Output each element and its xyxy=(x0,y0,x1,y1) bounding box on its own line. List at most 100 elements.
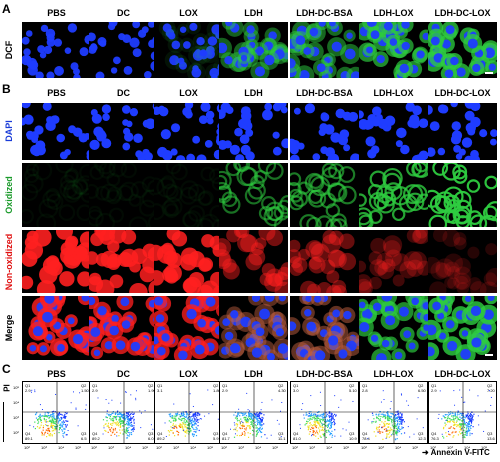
flow-quadrant-label: Q1 xyxy=(431,383,437,388)
flow-quadrant-value: 78.4 xyxy=(362,436,370,441)
flow-x-tick: 10⁴ xyxy=(395,445,402,450)
oxidized-tile-5 xyxy=(290,163,359,227)
flow-quadrant-label: Q2 xyxy=(349,383,355,388)
flow-x-tick: 10⁵ xyxy=(481,445,488,450)
non-oxidized-tile-3 xyxy=(154,230,223,293)
flow-quadrant-value: 89.1 xyxy=(25,436,33,441)
scale-bar xyxy=(485,72,493,74)
flow-x-tick: 10³ xyxy=(238,445,244,450)
dapi-tile-2 xyxy=(89,103,158,160)
flow-x-tick: 10⁵ xyxy=(142,445,149,450)
flow-quadrant-value: 1.50 xyxy=(81,388,89,393)
flow-y-tick: 10⁵ xyxy=(13,385,20,390)
non-oxidized-tile-6 xyxy=(359,230,428,293)
flow-y-arrow-icon xyxy=(3,402,4,442)
flow-quadrant-label: Q3 xyxy=(148,431,154,436)
merge-tile-1 xyxy=(22,296,91,360)
flow-x-tick: 10⁵ xyxy=(412,445,419,450)
flow-x-tick: 10² xyxy=(292,445,298,450)
flow-quadrant-label: Q4 xyxy=(157,431,163,436)
oxidized-tile-7 xyxy=(428,163,497,227)
flow-quadrant-label: Q1 xyxy=(25,383,31,388)
panel-b-header-5: LDH-DC-BSA xyxy=(296,88,353,98)
flow-quadrant-value: 12.3 xyxy=(418,436,426,441)
flow-quadrant-value: 89.2 xyxy=(92,436,100,441)
flow-x-tick: 10² xyxy=(361,445,367,450)
panel-b-header-4: LDH xyxy=(244,88,263,98)
flow-quadrant-value: 2.9 xyxy=(431,388,437,393)
row-label-non-oxidized: Non-oxidized xyxy=(4,233,14,291)
flow-x-tick: 10⁴ xyxy=(464,445,471,450)
flow-quadrant-label: Q1 xyxy=(157,383,163,388)
flow-quadrant-label: Q2 xyxy=(278,383,284,388)
panel-b-letter: B xyxy=(2,82,11,96)
flow-x-tick: 10³ xyxy=(309,445,315,450)
flow-quadrant-label: Q3 xyxy=(278,431,284,436)
panel-c-header-6: LDH-LOX xyxy=(373,369,414,379)
dcf-tile-6 xyxy=(359,22,428,78)
flow-y-axis-label: PI xyxy=(2,384,12,392)
merge-tile-2 xyxy=(89,296,158,360)
panel-a-header-1: PBS xyxy=(47,8,66,18)
flow-quadrant-label: Q4 xyxy=(25,431,31,436)
flow-quadrant-label: Q2 xyxy=(81,383,87,388)
flow-x-tick: 10² xyxy=(91,445,97,450)
panel-a-header-3: LOX xyxy=(179,8,198,18)
merge-tile-6 xyxy=(359,296,428,360)
flow-y-tick: 10³ xyxy=(13,415,19,420)
panel-c-header-5: LDH-DC-BSA xyxy=(296,369,353,379)
panel-c-header-2: DC xyxy=(117,369,130,379)
flow-quadrant-label: Q3 xyxy=(349,431,355,436)
panel-c-header-7: LDH-DC-LOX xyxy=(434,369,491,379)
flow-quadrant-value: 3.0 xyxy=(293,388,299,393)
panel-b-header-2: DC xyxy=(117,88,130,98)
flow-x-tick: 10⁴ xyxy=(326,445,333,450)
panel-a-header-6: LDH-LOX xyxy=(373,8,414,18)
flow-x-tick: 10⁴ xyxy=(190,445,197,450)
flow-x-tick: 10³ xyxy=(108,445,114,450)
dcf-tile-7 xyxy=(428,22,497,78)
flow-quadrant-label: Q1 xyxy=(362,383,368,388)
panel-c-header-4: LDH xyxy=(244,369,263,379)
panel-a-header-7: LDH-DC-LOX xyxy=(434,8,491,18)
flow-quadrant-label: Q1 xyxy=(222,383,228,388)
flow-x-tick: 10² xyxy=(430,445,436,450)
flow-quadrant-label: Q3 xyxy=(487,431,493,436)
oxidized-tile-4 xyxy=(219,163,288,227)
flow-quadrant-value: 81.7 xyxy=(222,436,230,441)
flow-x-tick: 10² xyxy=(221,445,227,450)
panel-b-header-7: LDH-DC-LOX xyxy=(434,88,491,98)
flow-x-tick: 10² xyxy=(24,445,30,450)
flow-x-arrow-icon: ➜ xyxy=(422,448,429,457)
flow-quadrant-value: 2.9 xyxy=(222,388,228,393)
flow-x-tick: 10³ xyxy=(378,445,384,450)
flow-quadrant-value: 5.10 xyxy=(349,388,357,393)
flow-quadrant-value: 2.9 xyxy=(25,388,31,393)
flow-quadrant-value: 6.50 xyxy=(418,388,426,393)
dapi-tile-6 xyxy=(359,103,428,160)
flow-quadrant-value: 4.30 xyxy=(278,388,286,393)
flow-quadrant-label: Q3 xyxy=(81,431,87,436)
dcf-tile-5 xyxy=(290,22,359,78)
scale-bar xyxy=(485,354,493,356)
flow-x-tick: 10⁵ xyxy=(272,445,279,450)
non-oxidized-tile-4 xyxy=(219,230,288,293)
flow-y-tick: 10⁴ xyxy=(13,400,20,405)
merge-tile-4 xyxy=(219,296,288,360)
flow-quadrant-label: Q2 xyxy=(213,383,219,388)
flow-quadrant-label: Q1 xyxy=(92,383,98,388)
dcf-tile-3 xyxy=(154,22,223,78)
flow-quadrant-value: 3.1 xyxy=(157,388,163,393)
flow-quadrant-label: Q4 xyxy=(362,431,368,436)
row-label-merge: Merge xyxy=(4,314,14,342)
flow-quadrant-label: Q3 xyxy=(418,431,424,436)
flow-x-tick: 10⁵ xyxy=(207,445,214,450)
panel-b-header-6: LDH-LOX xyxy=(373,88,414,98)
flow-quadrant-value: 13.6 xyxy=(487,436,495,441)
panel-b-header-1: PBS xyxy=(47,88,66,98)
flow-plot-4: Q1 2.9 Q2 4.30 Q4 81.7 Q3 11.1 xyxy=(219,381,288,444)
merge-tile-3 xyxy=(154,296,223,360)
flow-x-axis-label: ➜ Annexin V-FITC xyxy=(422,448,490,457)
non-oxidized-tile-2 xyxy=(89,230,158,293)
flow-x-tick: 10⁵ xyxy=(343,445,350,450)
